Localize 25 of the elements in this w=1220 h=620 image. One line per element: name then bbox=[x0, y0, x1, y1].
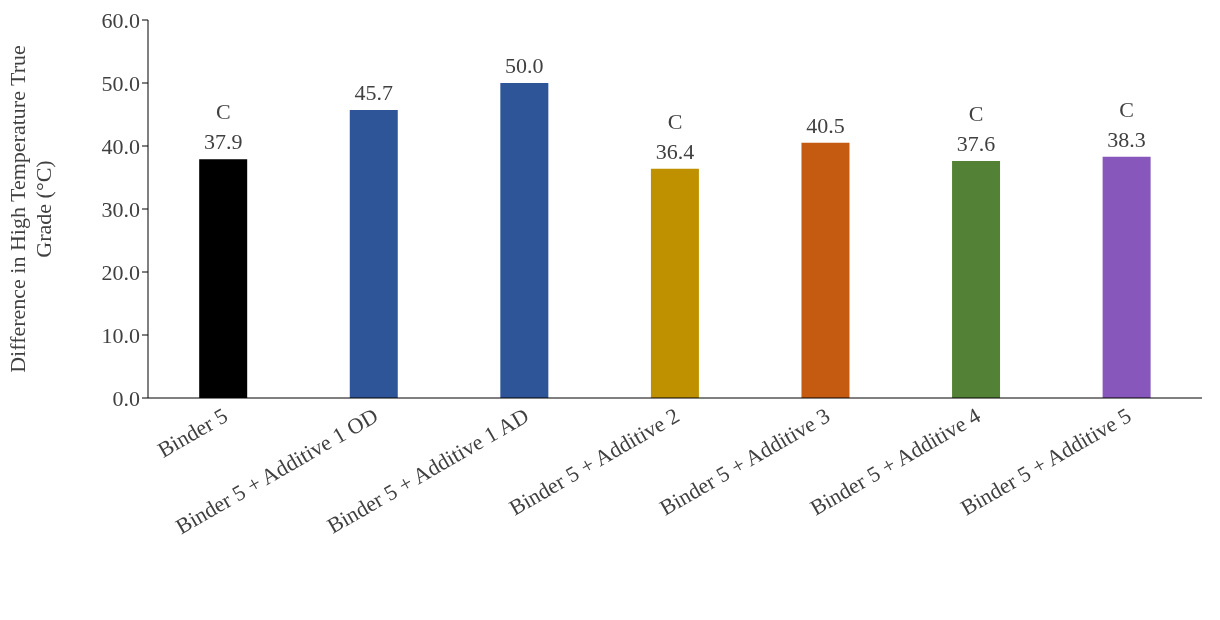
bar bbox=[349, 110, 398, 398]
bar bbox=[500, 83, 549, 398]
data-label: 40.5 bbox=[806, 112, 845, 138]
data-label: 50.0 bbox=[505, 53, 544, 78]
y-tick-label: 60.0 bbox=[101, 7, 140, 33]
data-label: 37.6 bbox=[956, 131, 996, 157]
bar bbox=[1102, 156, 1151, 398]
y-tick-label: 30.0 bbox=[101, 196, 140, 222]
annotation: C bbox=[215, 99, 231, 125]
data-label: 38.3 bbox=[1107, 126, 1146, 152]
data-label: 36.4 bbox=[655, 138, 695, 164]
bar bbox=[801, 142, 850, 398]
y-tick-label: 0.0 bbox=[112, 385, 140, 411]
data-label: 37.9 bbox=[203, 129, 243, 155]
annotation: C bbox=[968, 101, 984, 127]
annotation: C bbox=[667, 108, 683, 134]
y-tick-label: 20.0 bbox=[101, 259, 140, 285]
data-label: 45.7 bbox=[354, 80, 394, 106]
y-tick-label: 10.0 bbox=[101, 322, 140, 348]
y-tick-label: 50.0 bbox=[101, 70, 140, 96]
annotation: C bbox=[1119, 96, 1135, 122]
bar bbox=[952, 161, 1001, 398]
y-axis-title: Difference in High Temperature True Grade (°C) bbox=[5, 45, 56, 373]
bar bbox=[650, 168, 699, 398]
y-tick-label: 40.0 bbox=[101, 133, 140, 159]
